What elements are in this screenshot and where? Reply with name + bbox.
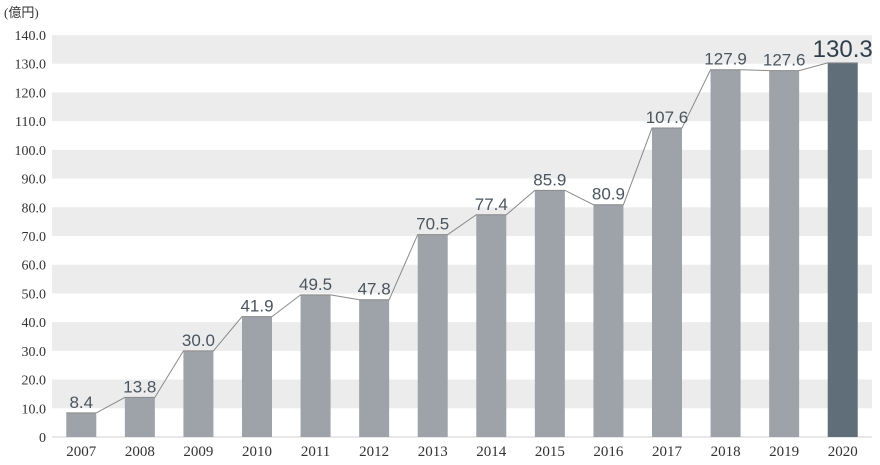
bar bbox=[827, 62, 858, 438]
x-tick-label: 2012 bbox=[359, 444, 389, 460]
y-tick-label: 70.0 bbox=[22, 230, 47, 245]
data-label: 127.9 bbox=[704, 50, 747, 69]
y-tick-label: 120.0 bbox=[15, 86, 47, 101]
bar bbox=[769, 70, 800, 437]
data-label: 127.6 bbox=[763, 51, 806, 70]
connector-line bbox=[66, 62, 858, 414]
x-tick-label: 2016 bbox=[593, 444, 624, 460]
y-tick-label: 140.0 bbox=[15, 29, 47, 44]
x-tick-label: 2015 bbox=[535, 444, 565, 460]
grid-band bbox=[52, 92, 872, 122]
grid-bands bbox=[52, 35, 872, 438]
bar bbox=[534, 190, 565, 437]
data-label: 13.8 bbox=[123, 377, 156, 396]
data-label: 49.5 bbox=[299, 275, 332, 294]
bar bbox=[300, 294, 331, 437]
y-tick-label: 80.0 bbox=[22, 201, 47, 216]
x-tick-label: 2013 bbox=[418, 444, 448, 460]
grid-band bbox=[52, 149, 872, 179]
grid-band bbox=[52, 207, 872, 236]
y-tick-label: 40.0 bbox=[22, 316, 47, 331]
data-labels: 8.4 13.8 30.0 41.9 49.5 47.8 70.5 77.4 85.9 80.9 1… bbox=[69, 36, 872, 412]
y-tick-label: 20.0 bbox=[22, 374, 47, 389]
data-label: 70.5 bbox=[416, 215, 449, 234]
x-tick-label: 2020 bbox=[828, 444, 858, 460]
bar bbox=[476, 214, 507, 437]
y-tick-label: 110.0 bbox=[15, 115, 46, 130]
bar bbox=[710, 69, 741, 437]
data-label: 85.9 bbox=[533, 170, 566, 189]
data-label: 107.6 bbox=[646, 108, 689, 127]
x-tick-label: 2007 bbox=[66, 444, 97, 460]
data-label: 30.0 bbox=[182, 331, 215, 350]
data-label: 77.4 bbox=[475, 195, 508, 214]
bar bbox=[652, 128, 682, 437]
bars bbox=[66, 62, 858, 438]
x-tick-label: 2014 bbox=[476, 444, 507, 460]
bar bbox=[242, 316, 272, 437]
x-tick-label: 2011 bbox=[301, 444, 330, 460]
grid-band bbox=[52, 264, 872, 294]
y-tick-label: 50.0 bbox=[22, 287, 47, 302]
grid-band bbox=[52, 322, 872, 351]
x-tick-label: 2009 bbox=[183, 444, 213, 460]
x-tick-label: 2018 bbox=[711, 444, 741, 460]
data-label: 130.3 bbox=[813, 36, 873, 63]
y-tick-label: 10.0 bbox=[22, 402, 47, 417]
bar bbox=[124, 397, 155, 437]
data-label: 41.9 bbox=[240, 297, 273, 316]
grid-band bbox=[52, 35, 872, 64]
bar bbox=[66, 412, 97, 437]
y-tick-label: 0 bbox=[39, 431, 46, 446]
y-tick-label: 100.0 bbox=[15, 144, 47, 159]
data-label: 8.4 bbox=[69, 393, 93, 412]
bar bbox=[359, 299, 390, 437]
y-tick-label: 60.0 bbox=[22, 259, 47, 274]
x-tick-label: 2019 bbox=[769, 444, 799, 460]
y-axis-ticks: 0 10.0 20.0 30.0 40.0 50.0 60.0 70.0 80.0 90.0 100… bbox=[15, 29, 47, 446]
x-axis-ticks: 2007 2008 2009 2010 2011 2012 2013 2014 2015 2016… bbox=[66, 444, 857, 460]
x-tick-label: 2008 bbox=[125, 444, 155, 460]
connector-polyline bbox=[66, 62, 858, 414]
data-label: 47.8 bbox=[358, 280, 391, 299]
y-tick-label: 30.0 bbox=[22, 345, 47, 360]
grid-band bbox=[52, 379, 872, 409]
data-label: 80.9 bbox=[592, 185, 625, 204]
x-tick-label: 2017 bbox=[652, 444, 683, 460]
x-tick-label: 2010 bbox=[242, 444, 272, 460]
bar bbox=[417, 234, 448, 437]
y-tick-label: 130.0 bbox=[15, 58, 47, 73]
bar bbox=[183, 350, 214, 437]
y-tick-label: 90.0 bbox=[22, 173, 47, 188]
y-axis-unit-label: (億円) bbox=[4, 5, 39, 20]
bar bbox=[593, 204, 624, 437]
